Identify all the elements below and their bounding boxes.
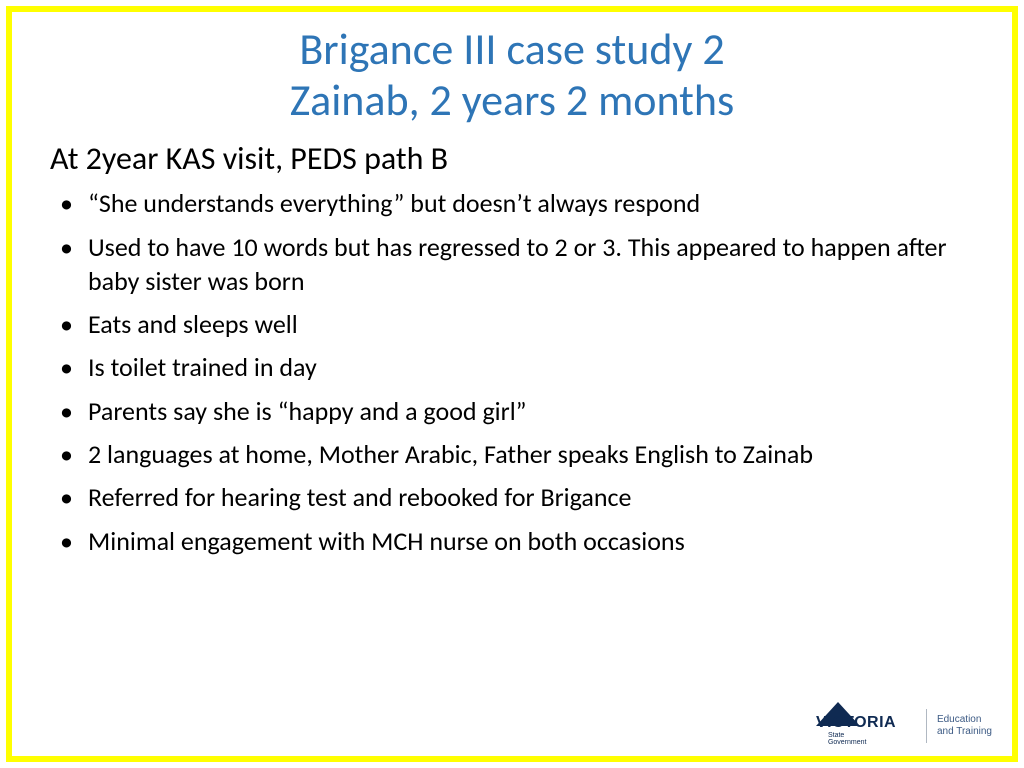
list-item: Used to have 10 words but has regressed … [78, 230, 974, 299]
footer-logo-area: VICTORIA State Government Education and … [816, 702, 992, 750]
slide-body: At 2year KAS visit, PEDS path B “She und… [12, 125, 1012, 558]
department-label: Education and Training [937, 714, 992, 738]
slide-title: Brigance III case study 2 Zainab, 2 year… [12, 12, 1012, 125]
bullet-list: “She understands everything” but doesn’t… [50, 186, 974, 558]
list-item: “She understands everything” but doesn’t… [78, 186, 974, 220]
list-item: Referred for hearing test and rebooked f… [78, 480, 974, 514]
logo-divider [926, 709, 927, 743]
list-item: Eats and sleeps well [78, 307, 974, 341]
list-item: 2 languages at home, Mother Arabic, Fath… [78, 437, 974, 471]
title-line-1: Brigance III case study 2 [12, 24, 1012, 75]
list-item: Parents say she is “happy and a good gir… [78, 394, 974, 428]
logo-brand-subtext: State Government [828, 732, 867, 747]
victoria-state-gov-logo: VICTORIA State Government [816, 702, 916, 750]
list-item: Is toilet trained in day [78, 350, 974, 384]
subtitle-text: At 2year KAS visit, PEDS path B [50, 139, 974, 178]
list-item: Minimal engagement with MCH nurse on bot… [78, 524, 974, 558]
logo-brand-text: VICTORIA [816, 714, 896, 732]
title-line-2: Zainab, 2 years 2 months [12, 75, 1012, 126]
slide-frame: Brigance III case study 2 Zainab, 2 year… [6, 6, 1018, 762]
